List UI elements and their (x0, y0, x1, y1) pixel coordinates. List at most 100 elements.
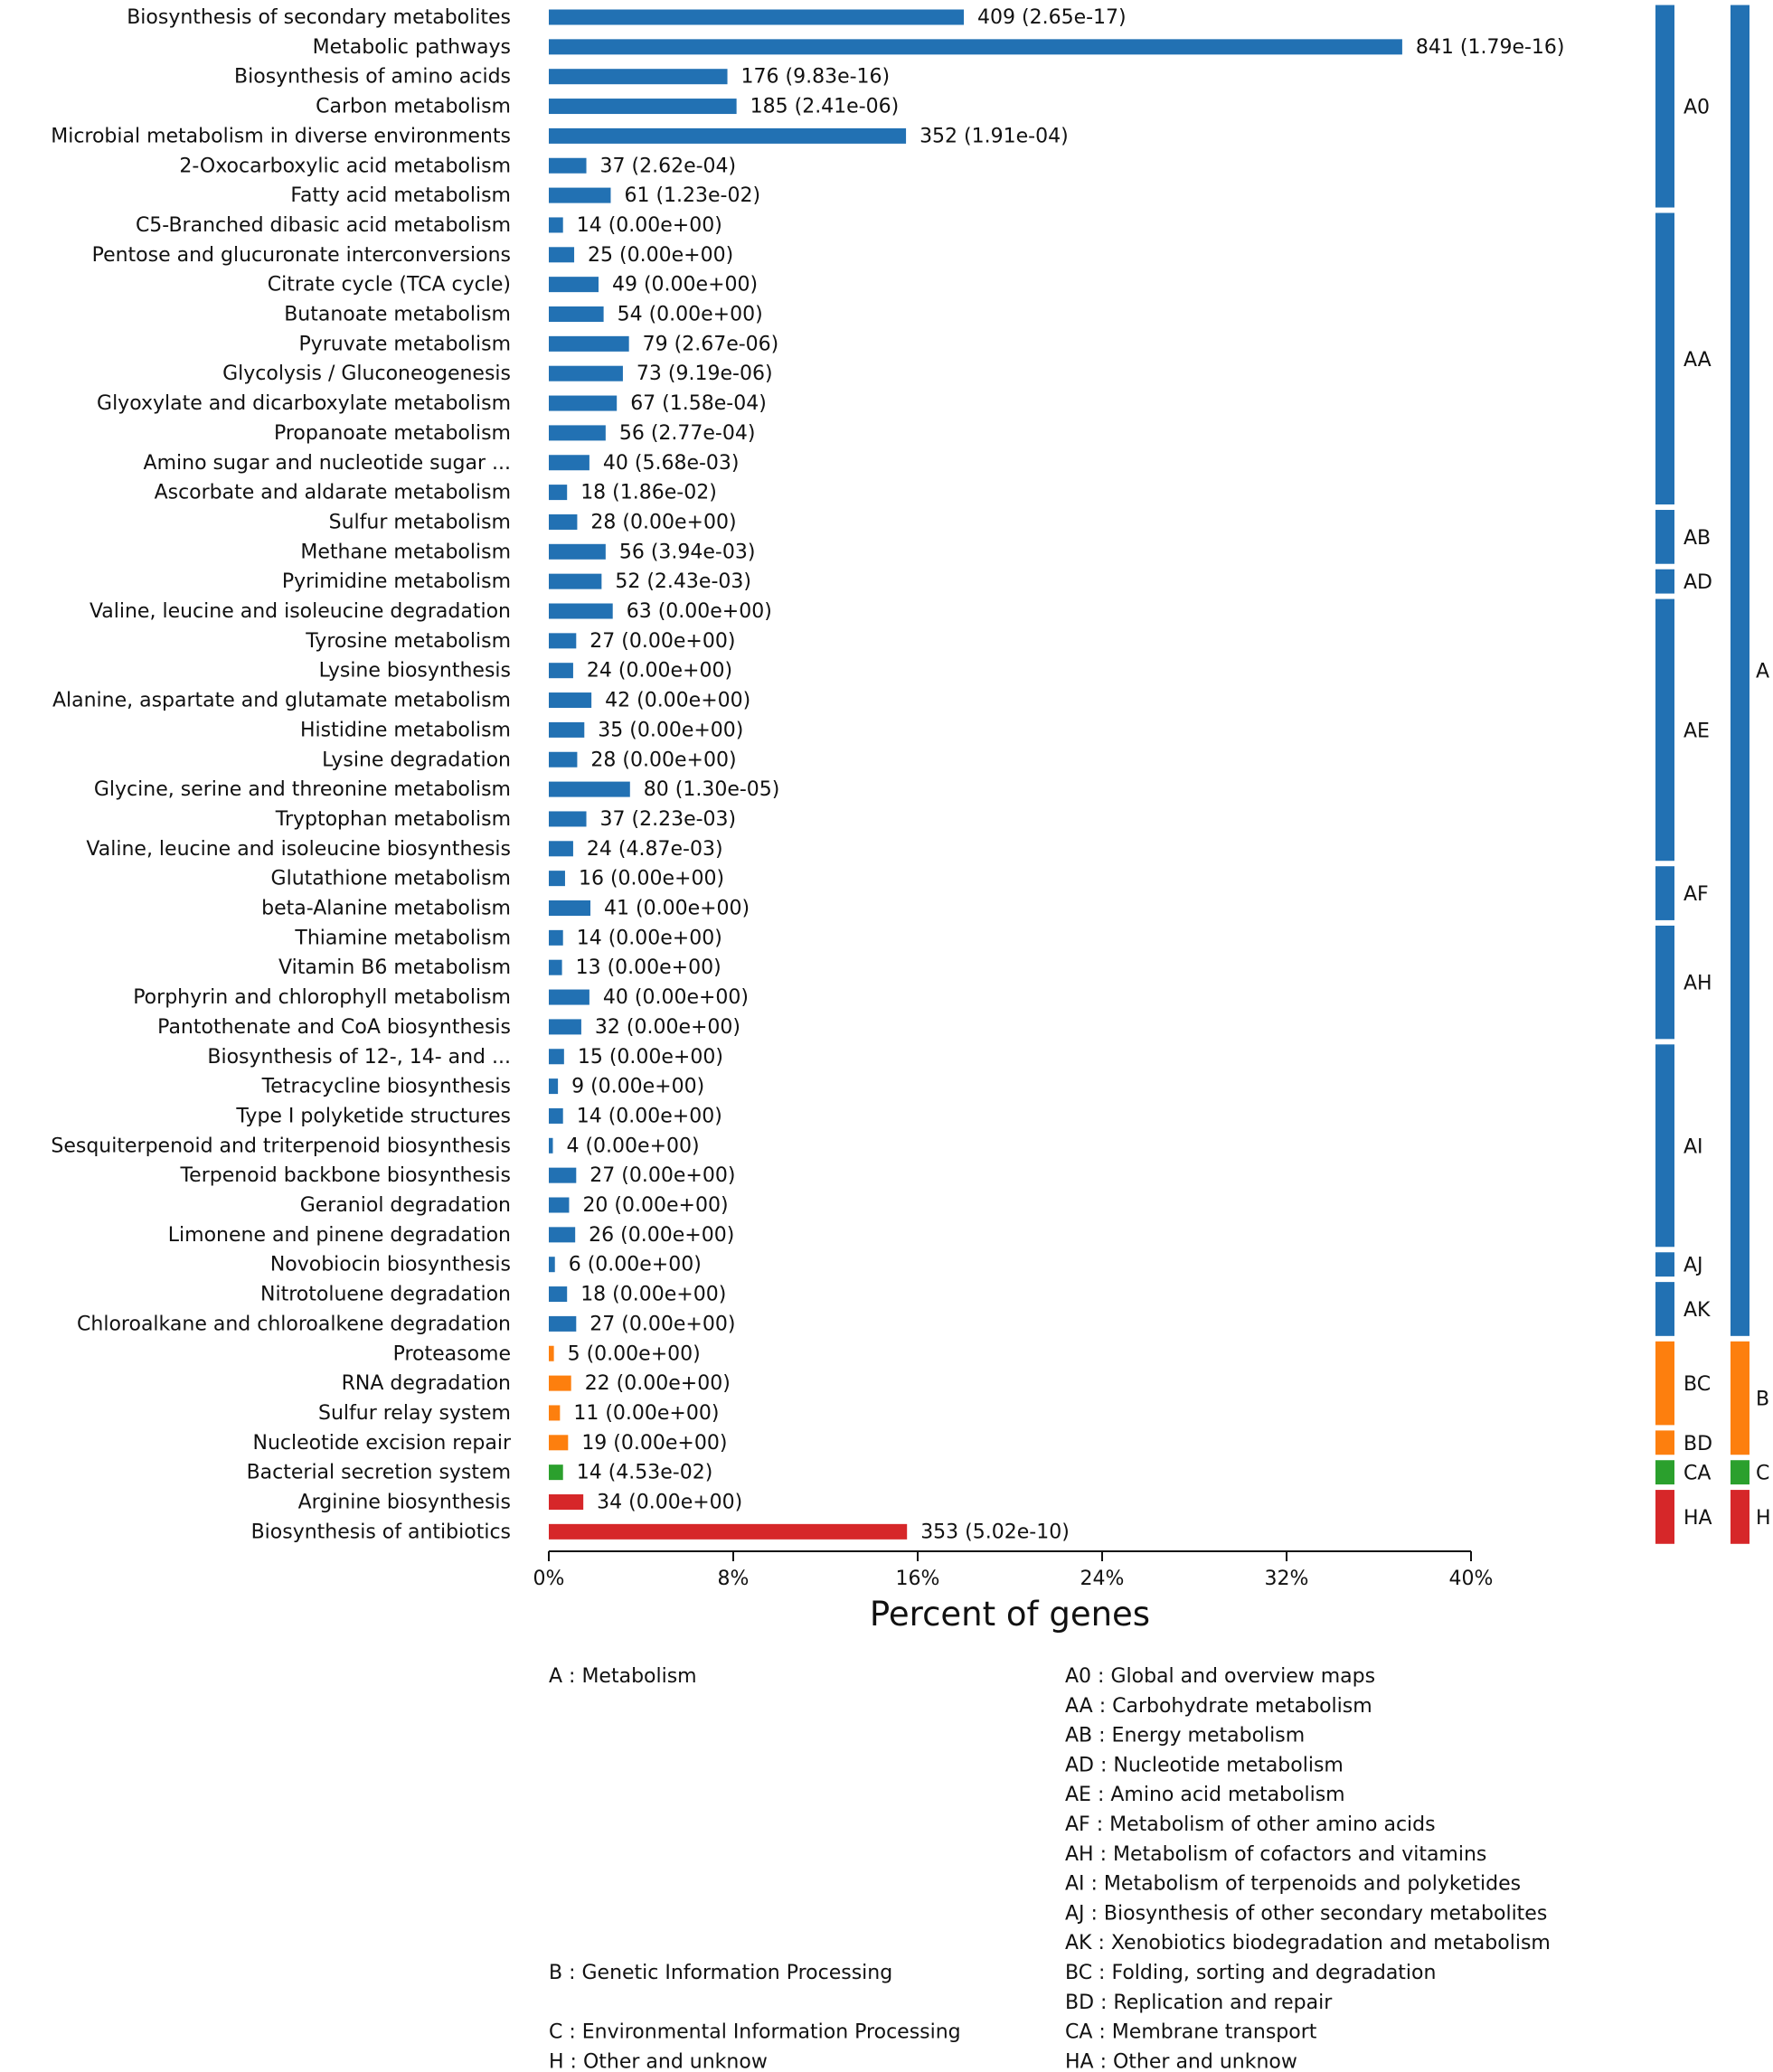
legend-subclass-entry: AI : Metabolism of terpenoids and polyke… (1065, 1873, 1521, 1896)
legend-subclass-entry: AB : Energy metabolism (1065, 1725, 1305, 1747)
bar (549, 425, 606, 441)
bar-value-label: 32 (0.00e+00) (595, 1016, 740, 1039)
category-label: Fatty acid metabolism (290, 184, 511, 207)
bar-value-label: 67 (1.58e-04) (630, 392, 767, 415)
bar-annotations: 409 (2.65e-17) 841 (1.79e-16) 176 (9.83e-1… (566, 6, 1564, 1543)
bar (549, 1049, 564, 1065)
category-label: Biosynthesis of 12-, 14- and ... (207, 1046, 511, 1069)
bar-value-label: 24 (4.87e-03) (587, 838, 723, 861)
category-label: beta-Alanine metabolism (261, 898, 511, 920)
bar (549, 1405, 561, 1421)
category-label: Alanine, aspartate and glutamate metabol… (52, 690, 511, 712)
category-label: 2-Oxocarboxylic acid metabolism (179, 155, 511, 177)
bar (549, 1345, 554, 1361)
bar (549, 217, 563, 233)
bar-value-label: 49 (0.00e+00) (612, 274, 758, 297)
category-label: Pentose and glucuronate interconversions (92, 244, 511, 267)
category-label: Glutathione metabolism (271, 868, 511, 890)
category-label: Tetracycline biosynthesis (261, 1076, 511, 1098)
bar-value-label: 11 (0.00e+00) (573, 1402, 719, 1425)
bar-value-label: 37 (2.62e-04) (600, 155, 737, 177)
category-label: Ascorbate and aldarate metabolism (155, 482, 511, 504)
bar-value-label: 80 (1.30e-05) (644, 778, 780, 801)
class-label: B (1756, 1389, 1769, 1411)
legend-class-entry: B : Genetic Information Processing (549, 1962, 892, 1984)
bar (549, 395, 618, 411)
class-group-bars: A B CH (1731, 5, 1771, 1544)
category-label: Glyoxylate and dicarboxylate metabolism (97, 392, 511, 415)
subclass-label: BC (1683, 1373, 1711, 1396)
bar-value-label: 54 (0.00e+00) (618, 304, 763, 326)
bar (549, 543, 606, 560)
class-label: A (1756, 661, 1769, 683)
category-label: Microbial metabolism in diverse environm… (51, 125, 511, 147)
legend-subclass-entry: BC : Folding, sorting and degradation (1065, 1962, 1436, 1984)
bar-value-label: 841 (1.79e-16) (1416, 36, 1565, 59)
category-label: Geraniol degradation (300, 1194, 511, 1217)
category-label: Type I polyketide structures (235, 1105, 511, 1127)
class-bar (1731, 1490, 1749, 1544)
category-label: Lysine biosynthesis (319, 660, 511, 683)
bar-value-label: 14 (0.00e+00) (577, 1105, 722, 1127)
bar-value-label: 5 (0.00e+00) (568, 1342, 701, 1365)
bar (549, 1257, 555, 1273)
category-label: Citrate cycle (TCA cycle) (268, 274, 511, 297)
bar (549, 1315, 577, 1332)
subclass-bar (1655, 569, 1674, 594)
category-label: Propanoate metabolism (274, 422, 511, 445)
category-label: Pyruvate metabolism (298, 333, 511, 355)
bar (549, 1078, 559, 1095)
legend-subclass-entry: AF : Metabolism of other amino acids (1065, 1813, 1436, 1836)
legend-class-entry: H : Other and unknow (549, 2050, 768, 2072)
category-legend: A : Metabolism B : Genetic Information Pr… (549, 1665, 1551, 2072)
bar-value-label: 61 (1.23e-02) (624, 184, 760, 207)
bar (549, 603, 613, 619)
category-label: Arginine biosynthesis (298, 1492, 511, 1514)
bar (549, 781, 630, 797)
subclass-label: HA (1683, 1507, 1712, 1530)
bar-value-label: 63 (0.00e+00) (627, 600, 772, 623)
bar-value-label: 16 (0.00e+00) (579, 868, 724, 890)
bar-value-label: 352 (1.91e-04) (920, 125, 1069, 147)
bar (549, 811, 587, 827)
legend-subclass-entry: A0 : Global and overview maps (1065, 1665, 1375, 1688)
category-label: Histidine metabolism (300, 719, 511, 741)
bar-value-label: 56 (3.94e-03) (619, 541, 756, 563)
bar (549, 573, 602, 589)
bar (549, 1435, 569, 1451)
legend-subclass-entry: HA : Other and unknow (1065, 2050, 1297, 2072)
bar-value-label: 24 (0.00e+00) (587, 660, 732, 683)
bar (549, 1465, 563, 1481)
class-bar (1731, 1460, 1749, 1485)
bar-value-label: 34 (0.00e+00) (597, 1492, 742, 1514)
category-label: Biosynthesis of secondary metabolites (127, 6, 511, 29)
bar-value-label: 35 (0.00e+00) (598, 719, 743, 741)
class-label: C (1756, 1463, 1769, 1485)
subclass-bar (1655, 1430, 1674, 1455)
x-tick-label: 24% (1080, 1568, 1125, 1590)
bar-value-label: 28 (0.00e+00) (590, 749, 736, 771)
bar (549, 513, 578, 530)
subclass-bar (1655, 1341, 1674, 1426)
category-label: Bacterial secretion system (247, 1462, 511, 1484)
category-label: Nitrotoluene degradation (260, 1284, 511, 1306)
bar (549, 929, 563, 946)
category-label: Pyrimidine metabolism (282, 570, 511, 593)
class-label: H (1756, 1507, 1771, 1530)
bar (549, 1523, 908, 1540)
bar-value-label: 18 (0.00e+00) (580, 1284, 726, 1306)
bar (549, 1286, 568, 1303)
class-bar (1731, 5, 1749, 1336)
bar (549, 306, 604, 322)
category-label: Novobiocin biosynthesis (270, 1254, 511, 1276)
category-label: Glycine, serine and threonine metabolism (94, 778, 511, 801)
bar-value-label: 22 (0.00e+00) (585, 1372, 731, 1395)
bar (549, 841, 573, 857)
subclass-label: AA (1683, 349, 1712, 372)
legend-class-entry: C : Environmental Information Processing (549, 2021, 961, 2044)
legend-subclass-entry: AA : Carbohydrate metabolism (1065, 1695, 1372, 1718)
subclass-bar (1655, 1460, 1674, 1485)
bar (549, 99, 737, 115)
category-label: Valine, leucine and isoleucine degradati… (90, 600, 511, 623)
category-labels: Biosynthesis of secondary metabolites Met… (51, 6, 512, 1543)
